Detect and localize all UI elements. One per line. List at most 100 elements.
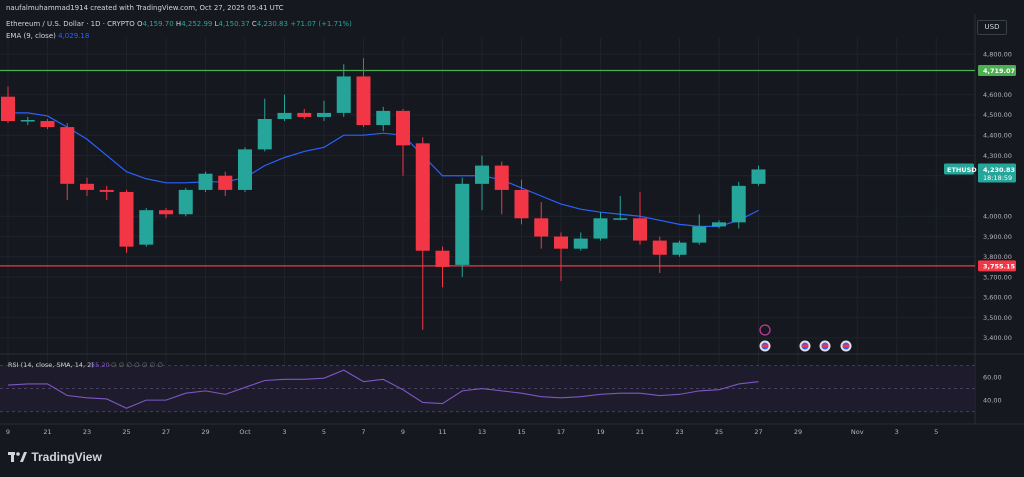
candle-body-down — [297, 112, 312, 117]
level-price-label: 4,719.07 — [983, 67, 1015, 75]
candle-body-down — [60, 127, 75, 184]
candle-body-up — [198, 173, 213, 190]
candle-body-down — [415, 143, 430, 251]
symbol-header: Ethereum / U.S. Dollar · 1D · CRYPTO O 4,… — [6, 20, 352, 28]
ohlc-open-label: O — [137, 20, 143, 28]
time-tick-label: 23 — [83, 428, 91, 436]
candle-body-down — [356, 76, 371, 126]
rsi-placeholders: ∅ ∅ ∅ ∅ ∅ ∅ ∅ — [111, 361, 163, 369]
time-tick-label: 5 — [934, 428, 938, 436]
created-with-line: naufalmuhammad1914 created with TradingV… — [6, 4, 284, 12]
candle-body-down — [534, 218, 549, 237]
candle-body-up — [376, 110, 391, 126]
time-tick-label: 25 — [715, 428, 723, 436]
candle-body-up — [692, 226, 707, 243]
time-tick-label: Nov — [851, 428, 864, 436]
candle-body-up — [20, 120, 35, 122]
price-tick-label: 3,900.00 — [983, 233, 1012, 241]
candle-body-up — [317, 112, 331, 117]
candle-body-down — [494, 165, 509, 190]
candle-body-up — [475, 165, 489, 184]
candle-body-down — [435, 250, 450, 267]
candle-body-up — [751, 169, 766, 184]
candle-body-up — [613, 218, 628, 220]
price-tick-label: 4,500.00 — [983, 111, 1012, 119]
candle-body-up — [455, 183, 470, 265]
ohlc-high-value: 4,252.99 — [181, 20, 213, 28]
ema-label: EMA (9, close) — [6, 32, 56, 40]
brand-name: TradingView — [31, 450, 102, 464]
time-tick-label: 27 — [754, 428, 762, 436]
ohlc-close-value: 4,230.83 — [256, 20, 288, 28]
rsi-tick-label: 40.00 — [983, 396, 1002, 404]
candle-body-down — [99, 189, 114, 192]
last-price-label: 4,230.83 — [983, 166, 1015, 174]
time-tick-label: 3 — [282, 428, 286, 436]
candle-body-down — [554, 236, 568, 249]
rsi-line — [7, 369, 759, 409]
level-price-tag — [978, 260, 1016, 272]
ohlc-high-label: H — [175, 20, 182, 28]
price-tick-label: 3,700.00 — [983, 273, 1012, 281]
candle-body-down — [652, 240, 667, 255]
ema-line — [8, 112, 759, 227]
candle-body-up — [573, 238, 588, 249]
tradingview-logo[interactable]: TradingView — [8, 450, 102, 464]
time-tick-label: 9 — [6, 428, 10, 436]
symbol-title[interactable]: Ethereum / U.S. Dollar · 1D · CRYPTO — [6, 20, 135, 28]
candle-body-down — [80, 183, 94, 190]
earnings-flag-band — [801, 344, 809, 347]
price-tick-label: 4,000.00 — [983, 213, 1012, 221]
ohlc-low-label: L — [214, 20, 219, 28]
time-tick-label: 17 — [557, 428, 565, 436]
candle-body-down — [396, 110, 410, 146]
ema-value: 4,029.18 — [58, 32, 90, 40]
rsi-tick-label: 60.00 — [983, 373, 1002, 381]
rsi-value: 55.20 — [91, 361, 110, 369]
candle-body-down — [40, 121, 55, 128]
ohlc-low-value: 4,150.37 — [218, 20, 250, 28]
candle-body-up — [593, 218, 608, 239]
time-tick-label: 9 — [401, 428, 405, 436]
level-price-tag — [978, 65, 1016, 77]
candle-body-up — [336, 76, 351, 113]
time-tick-label: 27 — [162, 428, 170, 436]
time-tick-label: 19 — [596, 428, 604, 436]
candle-body-up — [672, 242, 687, 255]
earnings-flag-band — [761, 344, 769, 347]
candle-body-down — [514, 189, 529, 219]
time-tick-label: 13 — [478, 428, 486, 436]
time-tick-label: 5 — [322, 428, 326, 436]
time-tick-label: Oct — [239, 428, 251, 436]
currency-button[interactable]: USD — [977, 20, 1007, 35]
time-tick-label: 21 — [43, 428, 51, 436]
ohlc-close-label: C — [251, 20, 257, 28]
candle-body-up — [238, 149, 252, 190]
candle-body-up — [712, 222, 726, 227]
earnings-flag-band — [842, 344, 850, 347]
candle-body-down — [218, 175, 233, 190]
price-tick-label: 3,800.00 — [983, 253, 1012, 261]
time-tick-label: 11 — [438, 428, 446, 436]
candle-body-up — [257, 118, 272, 150]
candle-body-down — [119, 191, 134, 247]
created-text: naufalmuhammad1914 created with TradingV… — [6, 4, 284, 12]
time-tick-label: 15 — [517, 428, 525, 436]
candle-body-up — [731, 185, 746, 223]
price-tick-label: 4,800.00 — [983, 50, 1012, 58]
price-tick-label: 3,500.00 — [983, 314, 1012, 322]
candle-body-down — [1, 96, 15, 122]
time-tick-label: 25 — [122, 428, 130, 436]
price-tick-label: 4,400.00 — [983, 132, 1012, 140]
candle-body-up — [277, 112, 292, 119]
candle-body-up — [178, 189, 193, 215]
time-tick-label: 7 — [361, 428, 365, 436]
time-tick-label: 29 — [201, 428, 209, 436]
rsi-title: RSI (14, close, SMA, 14, 2) — [8, 361, 94, 369]
tradingview-mark-icon — [8, 451, 28, 462]
level-price-label: 3,755.15 — [983, 262, 1016, 270]
time-tick-label: 29 — [794, 428, 802, 436]
ema-legend[interactable]: EMA (9, close) 4,029.18 — [6, 32, 89, 40]
